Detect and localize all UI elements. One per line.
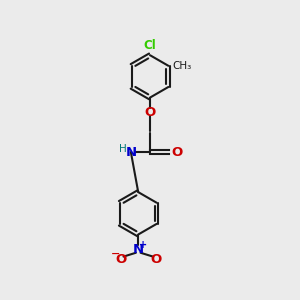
Text: O: O <box>115 253 126 266</box>
Text: −: − <box>111 249 120 259</box>
Text: O: O <box>150 253 161 266</box>
Text: O: O <box>144 106 156 119</box>
Text: H: H <box>119 143 127 154</box>
Text: O: O <box>171 146 182 159</box>
Text: CH₃: CH₃ <box>172 61 191 71</box>
Text: N: N <box>125 146 136 159</box>
Text: +: + <box>139 240 147 250</box>
Text: Cl: Cl <box>144 39 156 52</box>
Text: N: N <box>133 243 144 256</box>
